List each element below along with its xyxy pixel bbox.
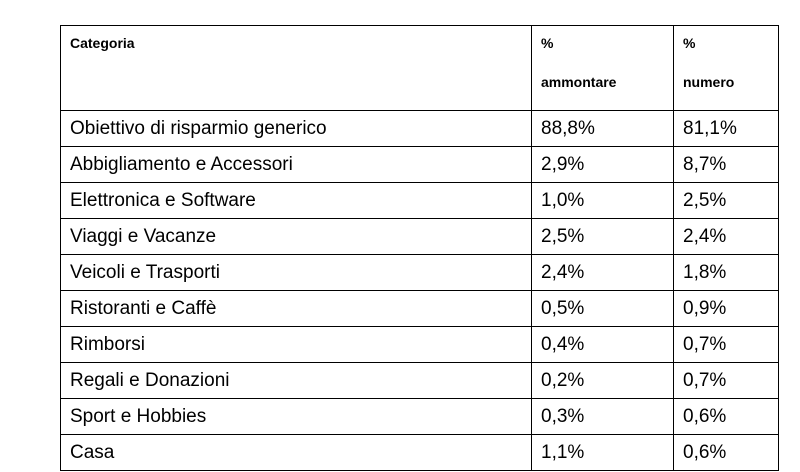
- header-text: %: [541, 35, 554, 51]
- table-cell: Abbigliamento e Accessori: [60, 146, 532, 183]
- table-cell: Elettronica e Software: [60, 182, 532, 219]
- table-cell: Ristoranti e Caffè: [60, 290, 532, 327]
- table-row: Obiettivo di risparmio generico 88,8% 81,1…: [60, 110, 779, 147]
- table-cell: 0,9%: [673, 290, 779, 327]
- header-text: numero: [683, 74, 735, 90]
- table-cell: 2,9%: [531, 146, 674, 183]
- table-cell: 0,3%: [531, 398, 674, 435]
- table-row: Abbigliamento e Accessori 2,9% 8,7%: [60, 146, 779, 183]
- table-body: Obiettivo di risparmio generico 88,8% 81,1…: [60, 110, 779, 471]
- table-row: Sport e Hobbies 0,3% 0,6%: [60, 398, 779, 435]
- table-cell: 0,6%: [673, 398, 779, 435]
- table-cell: Viaggi e Vacanze: [60, 218, 532, 255]
- table-row: Veicoli e Trasporti 2,4% 1,8%: [60, 254, 779, 291]
- table-cell: Regali e Donazioni: [60, 362, 532, 399]
- header-cell: % ammontare: [531, 25, 674, 111]
- table-cell: Casa: [60, 434, 532, 471]
- table-cell: 0,2%: [531, 362, 674, 399]
- table-cell: Rimborsi: [60, 326, 532, 363]
- table-cell: 2,4%: [673, 218, 779, 255]
- table-cell: 1,1%: [531, 434, 674, 471]
- header-cell: Categoria: [60, 25, 532, 111]
- table-row: Ristoranti e Caffè 0,5% 0,9%: [60, 290, 779, 327]
- table-cell: 2,5%: [531, 218, 674, 255]
- table-cell: 0,6%: [673, 434, 779, 471]
- table-row: Elettronica e Software 1,0% 2,5%: [60, 182, 779, 219]
- table-row: Casa 1,1% 0,6%: [60, 434, 779, 471]
- table-cell: Sport e Hobbies: [60, 398, 532, 435]
- table-cell: 0,5%: [531, 290, 674, 327]
- table-cell: 81,1%: [673, 110, 779, 147]
- header-text: Categoria: [70, 35, 135, 51]
- table-cell: Veicoli e Trasporti: [60, 254, 532, 291]
- table-cell: 0,7%: [673, 326, 779, 363]
- table-cell: 0,4%: [531, 326, 674, 363]
- table-cell: 88,8%: [531, 110, 674, 147]
- data-table: Categoria% ammontare% numero Obiettivo di r…: [60, 25, 779, 471]
- header-text: %: [683, 35, 696, 51]
- table-row: Viaggi e Vacanze 2,5% 2,4%: [60, 218, 779, 255]
- table-row: Rimborsi 0,4% 0,7%: [60, 326, 779, 363]
- header-row: Categoria% ammontare% numero: [60, 25, 779, 111]
- header-text: ammontare: [541, 74, 617, 90]
- header-cell: % numero: [673, 25, 779, 111]
- table-cell: 1,0%: [531, 182, 674, 219]
- table-cell: 2,5%: [673, 182, 779, 219]
- table-cell: Obiettivo di risparmio generico: [60, 110, 532, 147]
- table-cell: 2,4%: [531, 254, 674, 291]
- table-cell: 0,7%: [673, 362, 779, 399]
- table-cell: 8,7%: [673, 146, 779, 183]
- table-cell: 1,8%: [673, 254, 779, 291]
- table-row: Regali e Donazioni 0,2% 0,7%: [60, 362, 779, 399]
